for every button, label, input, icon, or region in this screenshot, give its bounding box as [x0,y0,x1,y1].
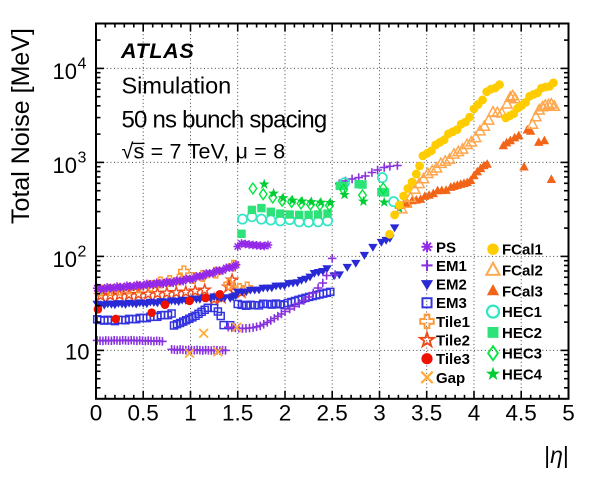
svg-text:HEC4: HEC4 [502,367,543,384]
svg-text:2: 2 [279,401,292,426]
svg-text:PS: PS [436,239,456,256]
svg-text:10: 10 [65,339,89,364]
svg-text:4: 4 [468,401,481,426]
svg-text:Tile1: Tile1 [436,314,470,331]
svg-text:Gap: Gap [436,370,465,387]
svg-text:Tile2: Tile2 [436,333,470,350]
svg-text:HEC1: HEC1 [502,304,542,321]
svg-text:EM1: EM1 [436,258,467,275]
svg-text:1.5: 1.5 [222,401,253,426]
svg-text:10: 10 [53,153,77,178]
svg-text:3: 3 [78,150,87,167]
svg-text:10: 10 [53,247,77,272]
svg-text:FCal3: FCal3 [502,283,543,300]
svg-text:√s = 7 TeV, μ = 8: √s = 7 TeV, μ = 8 [122,140,286,164]
svg-text:Simulation: Simulation [122,72,232,98]
svg-text:1: 1 [184,401,197,426]
svg-text:2: 2 [78,244,87,261]
svg-text:|η|: |η| [544,442,569,468]
svg-text:2.5: 2.5 [317,401,348,426]
svg-text:FCal1: FCal1 [502,242,543,259]
svg-text:HEC3: HEC3 [502,346,542,363]
svg-text:5: 5 [562,401,575,426]
svg-text:Tile3: Tile3 [436,351,470,368]
svg-text:3: 3 [373,401,386,426]
svg-text:4.5: 4.5 [506,401,537,426]
svg-text:HEC2: HEC2 [502,325,542,342]
svg-text:Total Noise [MeV]: Total Noise [MeV] [7,28,35,224]
svg-text:10: 10 [53,59,77,84]
svg-text:4: 4 [78,56,87,73]
svg-text:FCal2: FCal2 [502,263,543,280]
svg-text:ATLAS: ATLAS [120,39,194,63]
svg-text:0: 0 [90,401,103,426]
svg-text:EM2: EM2 [436,277,467,294]
svg-text:EM3: EM3 [436,295,467,312]
svg-text:0.5: 0.5 [128,401,159,426]
svg-text:3.5: 3.5 [411,401,442,426]
svg-text:50 ns bunch spacing: 50 ns bunch spacing [122,107,327,134]
